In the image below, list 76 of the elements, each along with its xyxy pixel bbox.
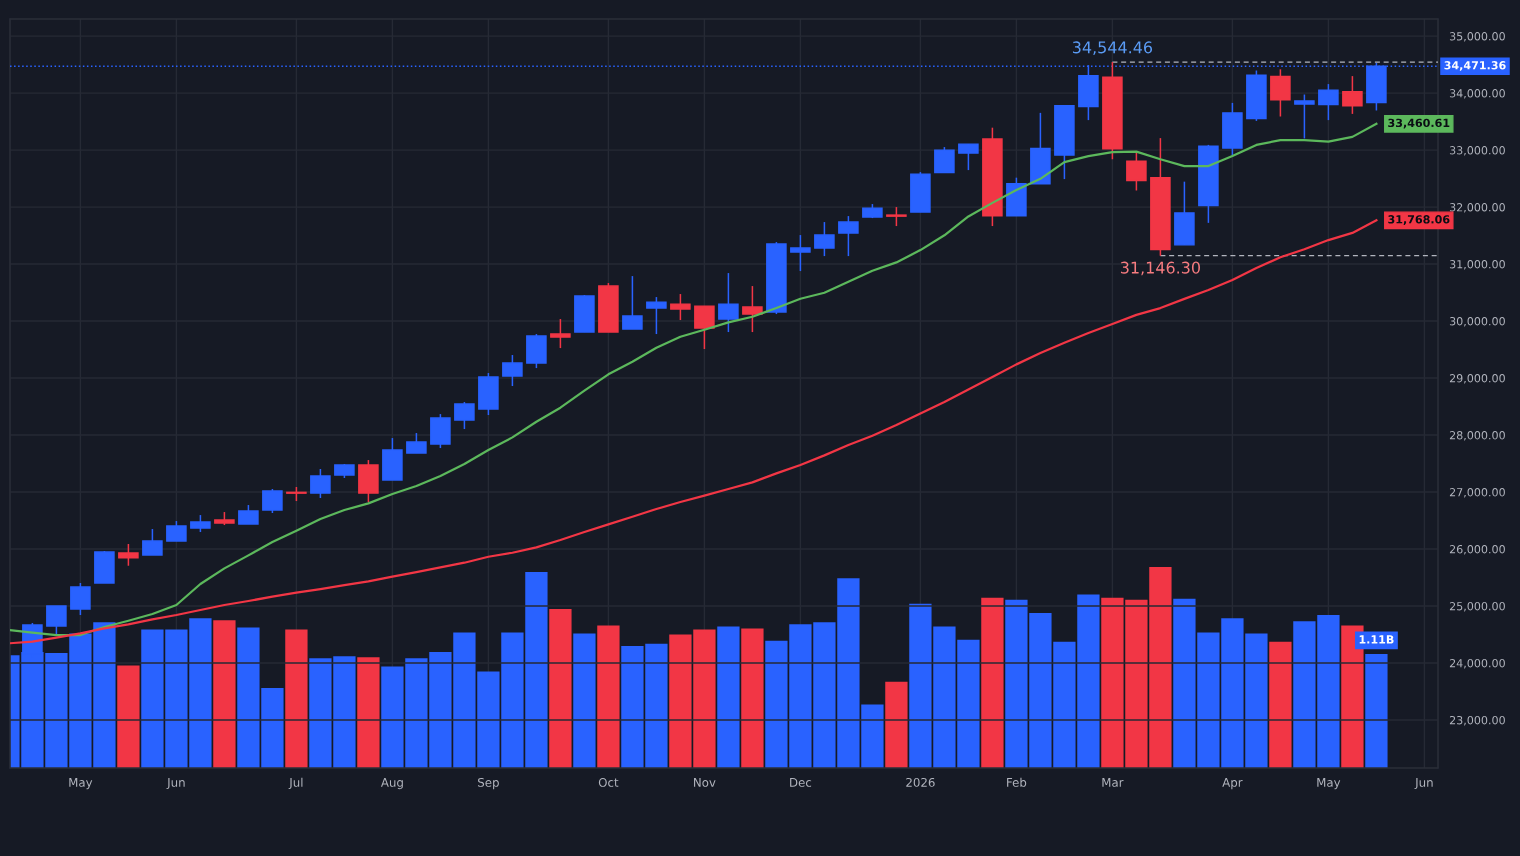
data-label: 31,768.06 [1388, 215, 1450, 225]
annotation: 31,146.30 [1120, 261, 1200, 276]
x-tick-label: Feb [1007, 777, 1027, 787]
candlestick [742, 285, 763, 333]
y-tick-label: 29,000.00 [1449, 374, 1505, 384]
y-tick-label: 30,000.00 [1449, 317, 1505, 327]
y-tick-label: 34,000.00 [1449, 89, 1505, 99]
bar [573, 633, 596, 768]
y-tick-label: 33,000.00 [1449, 146, 1505, 156]
data-label: 1.11B [1359, 635, 1394, 644]
candlestick [670, 293, 691, 321]
x-tick-label: Jul [288, 777, 303, 790]
candlestick [1294, 93, 1315, 140]
bar [213, 620, 236, 768]
candlestick [1342, 75, 1363, 115]
line-series [10, 122, 1378, 637]
bar [597, 625, 620, 768]
candlestick [1126, 151, 1147, 192]
x-tick-label: Jun [166, 778, 185, 790]
candlestick [46, 605, 67, 637]
x-tick-label: Sep [478, 777, 499, 790]
bar [549, 608, 572, 768]
candlestick [70, 582, 91, 616]
bar [117, 665, 140, 768]
candlestick [166, 520, 187, 542]
x-tick-label: Aug [380, 778, 403, 790]
bar [357, 657, 380, 768]
bar [981, 597, 1004, 768]
y-tick-label: 31,000.00 [1449, 260, 1505, 270]
y-tick-label: 32,000.00 [1449, 203, 1505, 213]
x-tick-label: Apr [1222, 778, 1243, 790]
y-tick-label: 23,000.00 [1449, 715, 1505, 726]
candlestick [238, 504, 259, 525]
x-tick-label: Jun [1414, 778, 1433, 790]
x-tick-label: Dec [790, 778, 812, 787]
candlestick [142, 528, 163, 556]
ref-line-label: 34,471.36 [1444, 61, 1506, 71]
bar [1269, 641, 1292, 768]
candlestick [718, 272, 739, 333]
x-tick-label: Mar [1102, 778, 1124, 787]
x-tick-label: Oct [598, 777, 619, 787]
candlestick [694, 305, 715, 350]
candlestick [958, 143, 979, 171]
y-tick-label: 27,000.00 [1449, 488, 1505, 498]
x-tick-label: May [69, 778, 93, 790]
candlestick [886, 206, 907, 227]
data-label: 33,460.61 [1388, 118, 1450, 129]
x-tick-label: Nov [694, 778, 716, 787]
candlestick [454, 401, 475, 430]
y-tick-label: 25,000.00 [1449, 602, 1505, 612]
candlestick [838, 215, 859, 257]
candlestick [934, 146, 955, 174]
y-tick-label: 24,000.00 [1449, 658, 1505, 669]
candlestick [646, 296, 667, 335]
x-tick-label: 2026 [906, 777, 935, 787]
candlestick [790, 234, 811, 272]
candlestick [310, 468, 331, 499]
candlestick [814, 221, 835, 257]
x-tick-label: May [1317, 778, 1341, 790]
bar [285, 629, 308, 768]
annotation: 34,544.46 [1072, 41, 1153, 56]
bar [741, 628, 764, 768]
bar [717, 626, 740, 768]
y-tick-label: 28,000.00 [1449, 431, 1505, 441]
y-tick-label: 35,000.00 [1449, 32, 1505, 42]
candlestick [550, 318, 571, 349]
candlestick [1270, 68, 1291, 118]
candlestick [1318, 83, 1339, 121]
candlestick [502, 354, 523, 387]
bar [885, 681, 908, 768]
bar [1365, 654, 1388, 768]
y-tick-label: 26,000.00 [1449, 545, 1505, 555]
candlestick [406, 432, 427, 454]
candlestick [262, 488, 283, 514]
candlestick [622, 275, 643, 330]
candlestick [118, 543, 139, 567]
